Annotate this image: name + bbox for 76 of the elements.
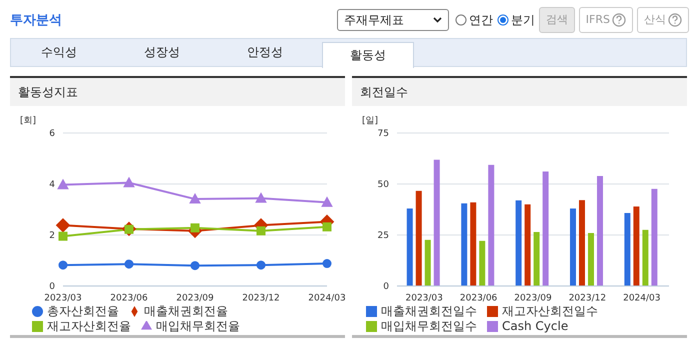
point xyxy=(256,226,266,236)
point xyxy=(124,177,134,188)
chart-title: 회전일수 xyxy=(352,76,687,106)
x-tick-label: 2023/03 xyxy=(44,293,82,304)
legend-label: 매출채권회전율 xyxy=(144,304,228,318)
y-tick-label: 0 xyxy=(49,282,56,292)
text: 산식 xyxy=(637,7,689,33)
y-tick-label: 25 xyxy=(378,231,389,242)
bar xyxy=(624,212,630,286)
text: 분기 xyxy=(510,12,535,28)
bar xyxy=(424,240,431,286)
x-tick-label: 2023/09 xyxy=(176,293,214,304)
bar xyxy=(516,200,522,286)
point xyxy=(190,223,200,232)
text: 수익성 xyxy=(40,44,78,61)
point xyxy=(256,192,266,203)
text: IFRS xyxy=(578,7,633,33)
bar xyxy=(470,202,476,286)
legend-label: 총자산회전율 xyxy=(47,304,119,318)
x-tick-label: 2023/03 xyxy=(406,293,443,304)
bar xyxy=(416,190,422,286)
legend-label: 매입채무회전일수 xyxy=(381,319,477,333)
x-tick-label: 2024/03 xyxy=(308,293,346,304)
bar xyxy=(461,203,468,286)
bar xyxy=(588,232,594,286)
point xyxy=(322,259,332,268)
bar xyxy=(534,232,540,286)
y-axis-title: [회] xyxy=(20,115,36,127)
legend-label: 재고자산회전일수 xyxy=(502,304,598,318)
x-tick-label: 2023/06 xyxy=(460,293,498,304)
x-tick-label: 2023/12 xyxy=(242,293,280,304)
bar xyxy=(542,172,549,286)
legend-label: 재고자산회전율 xyxy=(47,319,131,333)
x-tick-label: 2023/12 xyxy=(568,293,606,304)
point xyxy=(56,218,70,232)
text: 투자분석 xyxy=(10,12,62,29)
point xyxy=(58,260,68,270)
bar xyxy=(570,208,576,286)
point xyxy=(58,232,68,241)
bar xyxy=(596,176,603,286)
x-tick-label: 2023/09 xyxy=(514,293,552,304)
bar xyxy=(633,206,640,286)
y-tick-label: 50 xyxy=(378,180,390,190)
bar xyxy=(651,188,658,286)
point xyxy=(190,261,200,270)
y-tick-label: 2 xyxy=(49,231,55,242)
chart-title: 활동성지표 xyxy=(10,76,345,106)
legend-label: Cash Cycle xyxy=(502,319,568,333)
text: 활동성 xyxy=(322,42,414,68)
bar xyxy=(578,200,585,286)
text: 연간 xyxy=(468,12,493,28)
bar xyxy=(479,240,486,286)
dropdown-field: 주재무제표 xyxy=(336,9,449,31)
x-tick-label: 2023/06 xyxy=(110,293,148,304)
bar xyxy=(488,164,494,286)
text: 검색 xyxy=(538,7,575,33)
bar xyxy=(406,208,413,286)
x-tick-label: 2024/03 xyxy=(623,293,660,304)
text: 성장성 xyxy=(143,44,181,61)
y-tick-label: 75 xyxy=(378,129,389,140)
point xyxy=(256,260,266,270)
point xyxy=(58,179,68,190)
y-tick-label: 0 xyxy=(383,282,390,292)
legend-label: 매출채권회전일수 xyxy=(381,304,477,318)
legend-label: 매입채무회전율 xyxy=(156,319,240,333)
point xyxy=(322,196,332,207)
point xyxy=(190,194,200,204)
bar xyxy=(524,204,531,286)
y-axis-title: [일] xyxy=(362,115,378,127)
bar xyxy=(434,160,440,286)
point xyxy=(124,260,134,269)
y-tick-label: 6 xyxy=(49,129,56,140)
text: 안정성 xyxy=(246,44,284,61)
y-tick-label: 4 xyxy=(49,180,56,190)
point xyxy=(322,222,332,232)
bar xyxy=(642,230,648,286)
